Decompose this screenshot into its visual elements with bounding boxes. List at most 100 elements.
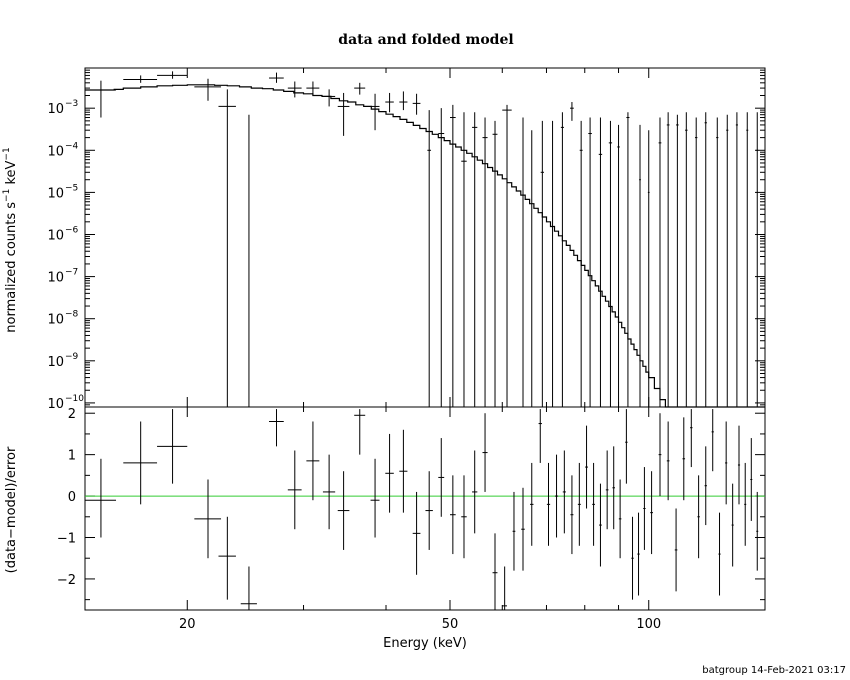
residual-point [461,475,467,559]
y-tick-exponent: −7 [65,268,78,278]
residual-point [674,508,678,592]
residual-point [731,483,734,567]
residual-point [704,446,707,526]
y-tick-label: 1 [68,449,76,464]
residual-point [711,409,714,472]
data-point [461,112,467,407]
data-point [726,114,729,407]
residual-point [744,462,747,546]
y-tick-label: 0 [68,490,76,505]
residual-point [287,450,302,530]
y-tick-exponent: −10 [65,394,84,404]
y-tick-label: 10 [47,102,64,117]
residual-point [538,409,542,463]
data-point [666,112,670,407]
y-axis-label-mid: keV [4,160,19,188]
data-point [598,117,603,407]
residual-point [585,425,588,509]
residual-point [637,512,640,596]
x-tick-label: 100 [636,617,661,632]
data-point [735,112,738,407]
y-axis-label-top: normalized counts s−1 keV−1 [2,147,19,332]
model-line [85,84,765,408]
data-point [449,104,456,407]
y-tick-label: 10 [47,397,64,412]
data-point [269,72,284,83]
residual-point [718,512,721,596]
y-tick-exponent: −9 [65,352,79,362]
data-point [492,120,498,407]
data-point [427,110,432,407]
residual-point [157,409,188,484]
data-point [337,92,350,136]
data-point [85,80,117,118]
y-tick-exponent: −6 [65,225,79,235]
residual-point [521,487,525,571]
y-tick-exponent: −4 [65,141,79,151]
residual-point [194,479,222,559]
data-point [756,112,759,407]
residual-point [218,516,236,600]
residual-point [530,462,534,546]
data-point [322,89,336,107]
data-point [287,81,302,98]
residual-point [370,458,380,538]
data-point [626,112,630,407]
residual-point [554,454,559,538]
data-point [482,117,488,407]
residual-point [337,471,350,550]
y-axis-label-sup1: −1 [2,189,12,202]
data-point [123,75,158,83]
data-point [704,112,707,407]
residual-point [492,533,498,610]
data-point [588,117,592,407]
residual-point [570,475,574,555]
y-tick-label: 10 [47,355,64,370]
data-point [570,102,574,121]
residual-point [482,413,488,492]
residual-point [577,462,581,546]
residual-point [546,462,551,546]
data-point [438,108,445,407]
y-tick-exponent: −3 [65,99,78,109]
residual-point [412,491,421,575]
residual-point [502,566,508,610]
x-tick-label: 20 [179,617,196,632]
data-point [746,112,749,407]
data-point [658,117,662,407]
data-point [472,112,478,407]
residual-point [643,467,646,550]
x-axis-label: Energy (keV) [383,636,467,651]
y-tick-label: 10 [47,228,64,243]
residual-point [123,421,158,505]
residual-point [385,433,394,513]
residual-point [438,438,445,517]
residual-point [240,566,257,610]
residual-point [631,516,634,600]
data-point [399,91,408,111]
data-point [617,124,620,407]
data-point [218,89,236,407]
residual-point [425,471,433,550]
residual-point [682,417,686,501]
residual-point [756,491,759,571]
data-point [560,112,564,407]
residual-point [449,475,456,555]
residual-point [737,425,741,505]
spectrum-frame [84,67,766,408]
residual-point [697,475,700,559]
residual-point [750,438,753,521]
data-point [608,120,613,407]
data-point [676,114,679,407]
residual-point [472,450,478,534]
residual-point [592,462,595,546]
residual-point [612,446,616,530]
data-point [412,93,421,115]
data-point [354,82,366,95]
data-point [579,120,583,407]
data-point [157,71,188,79]
data-point [306,81,320,96]
residual-point [512,491,516,571]
